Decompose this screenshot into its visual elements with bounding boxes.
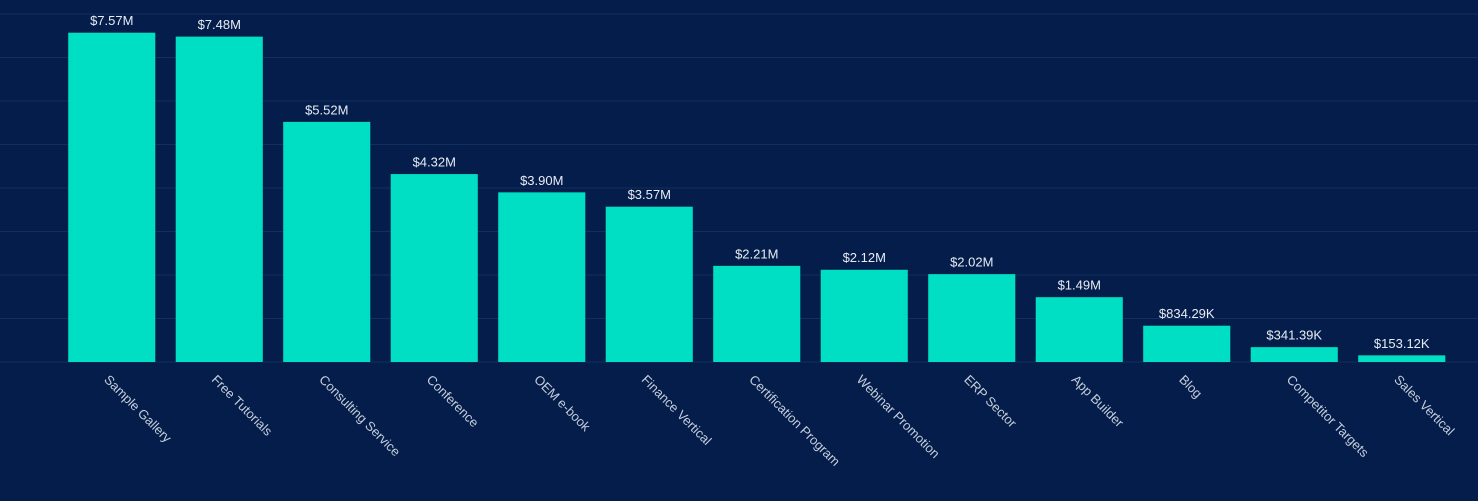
bar xyxy=(1358,355,1446,362)
bar xyxy=(605,206,693,362)
value-label: $2.02M xyxy=(950,255,993,270)
bar xyxy=(175,36,263,363)
bar xyxy=(820,269,908,362)
value-label: $7.57M xyxy=(90,13,133,28)
bar xyxy=(390,174,478,362)
value-label: $7.48M xyxy=(198,17,241,32)
bar xyxy=(283,121,371,362)
value-label: $834.29K xyxy=(1159,306,1215,321)
value-label: $4.32M xyxy=(413,155,456,170)
value-label: $2.21M xyxy=(735,246,778,261)
bar xyxy=(928,274,1016,362)
bar xyxy=(713,265,801,362)
bar xyxy=(498,192,586,362)
value-label: $341.39K xyxy=(1266,328,1322,343)
value-label: $3.57M xyxy=(628,187,671,202)
value-label: $3.90M xyxy=(520,173,563,188)
value-label: $1.49M xyxy=(1058,278,1101,293)
bar xyxy=(1250,347,1338,362)
value-label: $5.52M xyxy=(305,102,348,117)
bar xyxy=(68,32,156,363)
bar xyxy=(1143,325,1231,362)
value-label: $153.12K xyxy=(1374,336,1430,351)
value-label: $2.12M xyxy=(843,250,886,265)
bar xyxy=(1035,297,1123,362)
